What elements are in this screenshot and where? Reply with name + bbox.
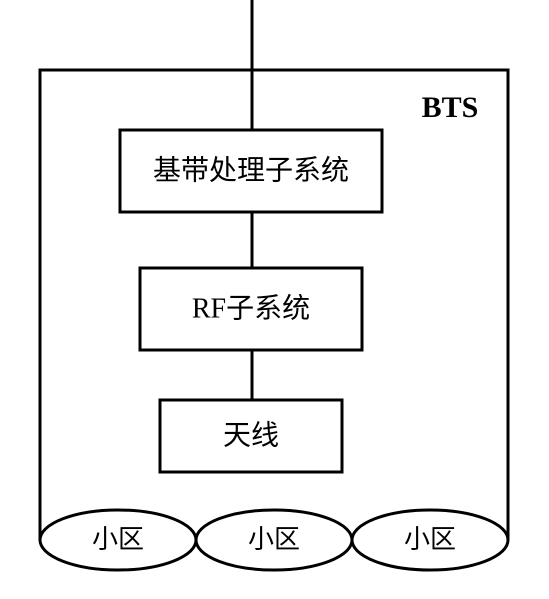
node-baseband-label: 基带处理子系统: [153, 154, 349, 186]
bts-diagram: BTS 基带处理子系统 RF子系统天线小区 小区 小区: [0, 0, 549, 599]
node-rf-label: RF子系统: [192, 292, 310, 324]
cell-label-0: 小区: [92, 525, 144, 554]
cell-label-2: 小区: [404, 525, 456, 554]
bts-label: BTS: [422, 91, 479, 124]
cell-label-1: 小区: [248, 525, 300, 554]
node-antenna-label: 天线: [223, 419, 279, 451]
